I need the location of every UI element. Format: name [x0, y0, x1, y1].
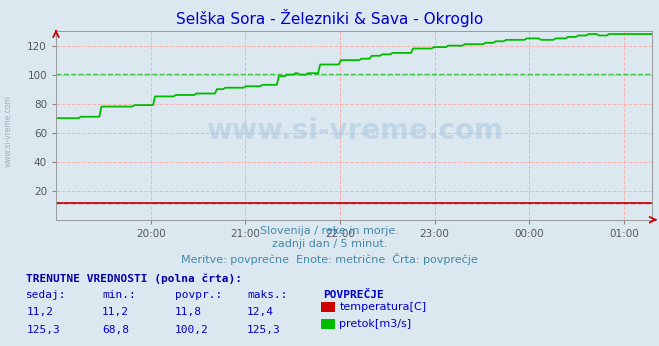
Text: www.si-vreme.com: www.si-vreme.com	[206, 117, 503, 145]
Text: povpr.:: povpr.:	[175, 290, 222, 300]
Text: 11,2: 11,2	[102, 307, 129, 317]
Text: zadnji dan / 5 minut.: zadnji dan / 5 minut.	[272, 239, 387, 249]
Text: min.:: min.:	[102, 290, 136, 300]
Text: POVPREČJE: POVPREČJE	[323, 290, 384, 300]
Text: www.si-vreme.com: www.si-vreme.com	[3, 95, 13, 167]
Text: 100,2: 100,2	[175, 325, 208, 335]
Text: maks.:: maks.:	[247, 290, 287, 300]
Text: temperatura[C]: temperatura[C]	[339, 302, 426, 312]
Text: 11,8: 11,8	[175, 307, 202, 317]
Text: Meritve: povprečne  Enote: metrične  Črta: povprečje: Meritve: povprečne Enote: metrične Črta:…	[181, 253, 478, 265]
Text: 125,3: 125,3	[26, 325, 60, 335]
Text: Slovenija / reke in morje.: Slovenija / reke in morje.	[260, 226, 399, 236]
Text: 68,8: 68,8	[102, 325, 129, 335]
Text: sedaj:: sedaj:	[26, 290, 67, 300]
Text: 11,2: 11,2	[26, 307, 53, 317]
Text: 125,3: 125,3	[247, 325, 281, 335]
Text: TRENUTNE VREDNOSTI (polna črta):: TRENUTNE VREDNOSTI (polna črta):	[26, 273, 243, 284]
Text: Selška Sora - Železniki & Sava - Okroglo: Selška Sora - Železniki & Sava - Okroglo	[176, 9, 483, 27]
Text: pretok[m3/s]: pretok[m3/s]	[339, 319, 411, 329]
Text: 12,4: 12,4	[247, 307, 274, 317]
